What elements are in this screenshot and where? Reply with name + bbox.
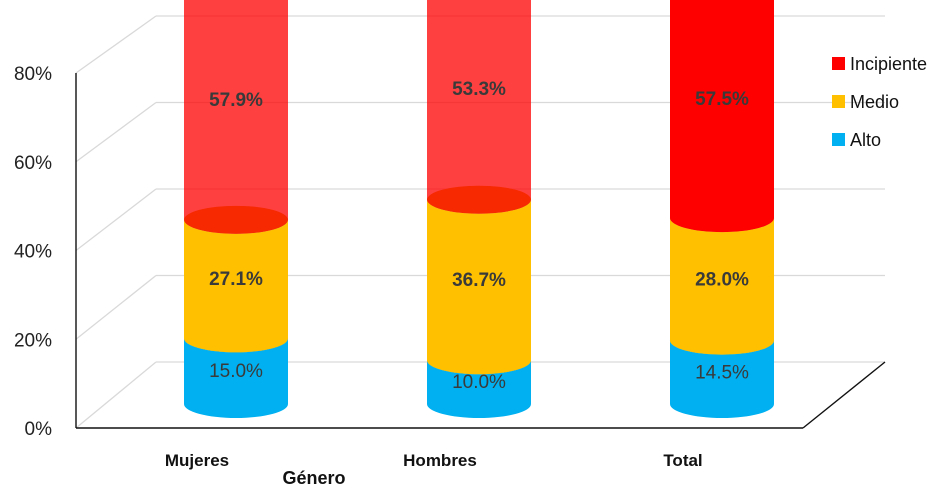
x-category-label: Hombres xyxy=(403,451,477,470)
legend-label: Alto xyxy=(850,130,881,150)
x-axis-title: Género xyxy=(282,468,345,487)
bar-segment-body xyxy=(427,360,531,418)
x-axis-categories: Mujeres Hombres Total xyxy=(165,451,703,470)
y-tick-label: 20% xyxy=(14,330,52,351)
bar-segment-body xyxy=(670,0,774,233)
bar-segment-body xyxy=(184,338,288,418)
data-label: 27.1% xyxy=(209,269,263,290)
bar-segment-body xyxy=(427,0,531,214)
bar-stack-hombres: 10.0% 36.7% 53.3% xyxy=(427,0,531,418)
y-tick-label: 40% xyxy=(14,242,52,263)
gridline-side xyxy=(75,101,157,163)
bar-segment xyxy=(427,0,531,214)
legend-swatch xyxy=(832,57,845,70)
axes xyxy=(75,73,886,429)
bar-segment xyxy=(184,0,288,234)
bar-segment-body xyxy=(670,218,774,355)
data-label: 53.3% xyxy=(452,79,506,100)
bar-segment-body xyxy=(184,0,288,234)
bar-segment-body xyxy=(670,340,774,418)
gridline-side xyxy=(75,274,157,340)
legend-swatch xyxy=(832,133,845,146)
y-axis-ticks: 0% 20% 40% 60% 80% xyxy=(14,64,52,440)
legend-label: Medio xyxy=(850,92,899,112)
legend-label: Incipiente xyxy=(850,54,927,74)
bar-segment-body xyxy=(427,199,531,375)
data-label: 36.7% xyxy=(452,270,506,291)
y-tick-label: 80% xyxy=(14,64,52,85)
data-label: 14.5% xyxy=(695,362,749,383)
data-label: 57.9% xyxy=(209,90,263,111)
bar-stack-mujeres: 15.0% 27.1% 57.9% xyxy=(184,0,288,418)
bar-segment xyxy=(670,0,774,233)
data-label: 15.0% xyxy=(209,361,263,382)
bars: 15.0% 27.1% 57.9% 10.0% 36.7% 53.3% 14.5% 28.0%… xyxy=(184,0,774,418)
bar-segment-body xyxy=(184,219,288,353)
bar-stack-total: 14.5% 28.0% 57.5% xyxy=(670,0,774,418)
legend: Incipiente Medio Alto xyxy=(832,54,927,150)
gridline-side xyxy=(75,188,157,252)
gridline-side xyxy=(75,361,157,429)
legend-swatch xyxy=(832,95,845,108)
data-label: 28.0% xyxy=(695,269,749,290)
data-label: 57.5% xyxy=(695,89,749,110)
x-category-label: Mujeres xyxy=(165,451,229,470)
data-label: 10.0% xyxy=(452,372,506,393)
x-category-label: Total xyxy=(663,451,702,470)
y-tick-label: 60% xyxy=(14,153,52,174)
floor-edge-line xyxy=(802,361,886,429)
y-tick-label: 0% xyxy=(25,419,53,440)
gridline-side xyxy=(75,15,157,74)
